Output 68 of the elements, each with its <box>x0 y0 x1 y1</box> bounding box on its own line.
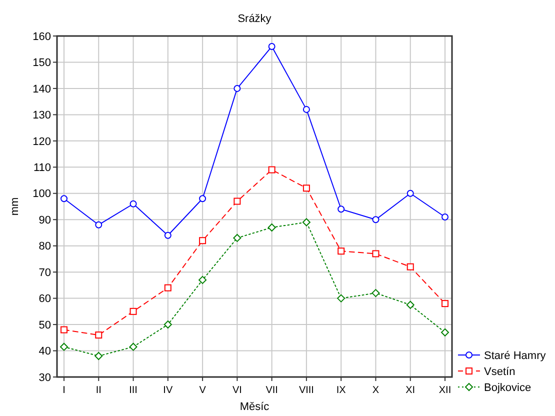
y-tick-label: 100 <box>32 188 51 200</box>
y-tick-label: 30 <box>38 372 51 384</box>
point <box>268 42 276 50</box>
x-tick-label: X <box>372 385 380 396</box>
point <box>199 195 206 202</box>
x-tick-label: V <box>199 385 206 396</box>
point <box>338 206 345 213</box>
y-tick-label: 120 <box>32 136 51 148</box>
point <box>372 250 380 258</box>
chart-title: Srážky <box>238 13 272 25</box>
y-tick-label: 130 <box>32 110 51 122</box>
point <box>60 326 68 334</box>
y-tick-label: 110 <box>33 162 51 174</box>
y-tick-label: 40 <box>38 346 51 358</box>
point <box>164 320 172 329</box>
x-axis-title: Měsíc <box>240 401 270 413</box>
point <box>406 263 414 270</box>
point <box>337 294 346 302</box>
point <box>233 234 242 242</box>
point <box>442 300 448 308</box>
point <box>130 308 137 315</box>
point <box>302 218 310 226</box>
point <box>372 289 380 298</box>
x-tick-label: II <box>96 385 102 396</box>
point <box>442 213 448 220</box>
point <box>441 328 449 336</box>
y-tick-label: 150 <box>32 57 51 70</box>
point <box>338 248 345 255</box>
point <box>199 237 206 244</box>
point <box>129 342 138 351</box>
point <box>406 300 414 309</box>
point <box>130 200 137 208</box>
point <box>268 223 276 232</box>
y-tick-label: 60 <box>38 293 51 306</box>
x-tick-label: VI <box>232 385 242 396</box>
point <box>268 166 276 174</box>
x-tick-label: IX <box>336 385 346 396</box>
point <box>302 184 310 192</box>
legend-label: Vsetín <box>484 366 516 378</box>
point <box>60 195 68 202</box>
point <box>94 352 103 360</box>
x-tick-label: IV <box>163 385 173 396</box>
y-tick-label: 90 <box>38 214 51 226</box>
point <box>60 342 68 351</box>
point <box>234 84 241 92</box>
point <box>95 332 102 339</box>
point <box>164 232 172 239</box>
y-axis-title: mm <box>9 197 21 216</box>
point <box>164 284 172 292</box>
y-tick-label: 50 <box>38 319 51 332</box>
x-tick-label: I <box>62 385 66 396</box>
point <box>302 106 310 113</box>
point <box>406 190 414 197</box>
point <box>198 276 207 284</box>
point <box>372 216 380 224</box>
x-tick-label: VIII <box>298 385 314 396</box>
point <box>95 221 102 228</box>
x-tick-label: III <box>129 385 138 396</box>
x-tick-label: VII <box>266 385 278 396</box>
x-tick-label: XI <box>406 385 416 396</box>
legend-label: Staré Hamry <box>484 350 546 362</box>
y-tick-label: 70 <box>38 266 51 279</box>
y-tick-label: 140 <box>32 83 51 96</box>
point <box>234 198 241 205</box>
x-tick-label: XII <box>438 385 452 396</box>
y-tick-label: 80 <box>38 240 51 253</box>
legend-label: Bojkovice <box>484 382 532 394</box>
y-tick-label: 160 <box>32 30 51 43</box>
